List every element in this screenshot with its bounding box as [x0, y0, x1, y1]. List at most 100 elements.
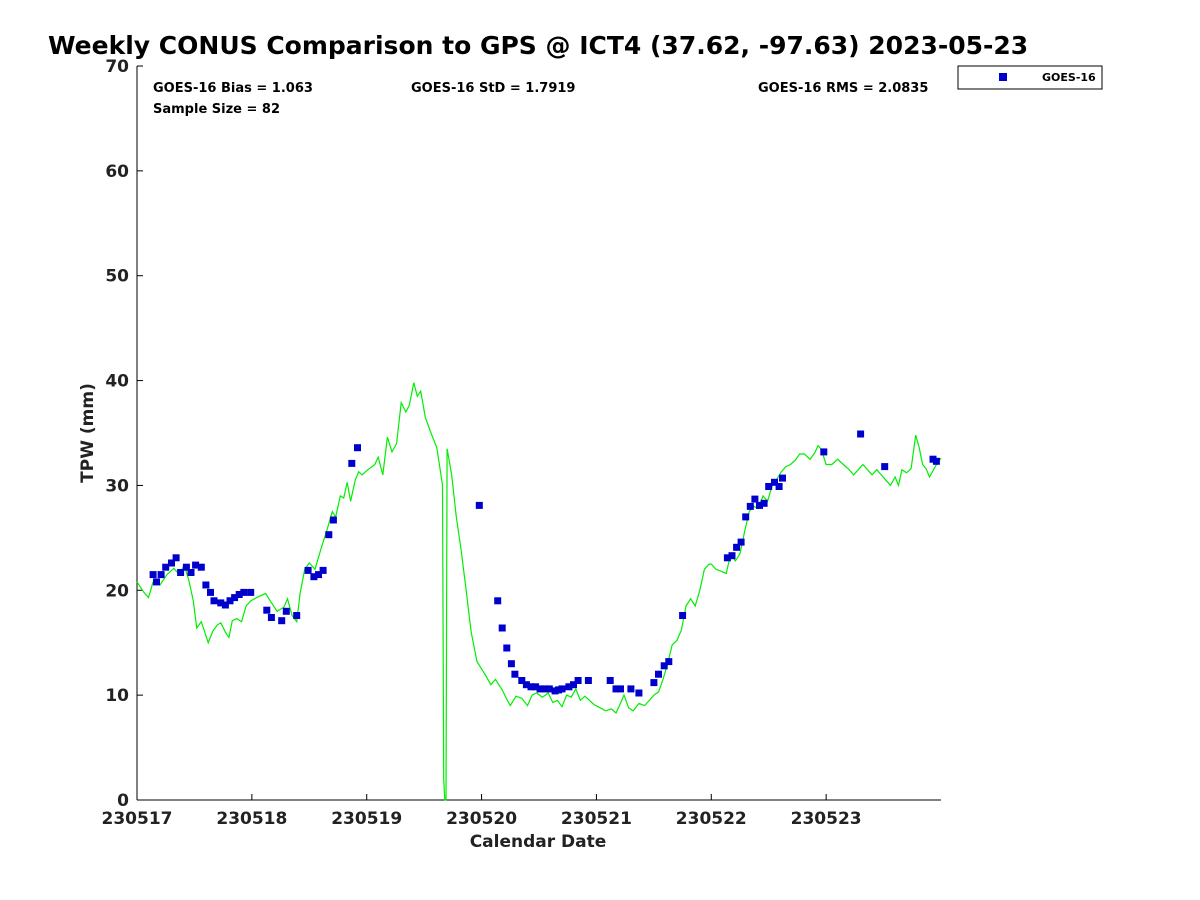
legend: GOES-16 [957, 65, 1103, 90]
goes16-point [329, 516, 337, 524]
goes16-point [149, 571, 157, 579]
goes16-point [226, 597, 234, 605]
goes16-point [162, 563, 170, 571]
goes16-point [606, 677, 614, 684]
x-tick-label: 230522 [676, 809, 747, 829]
goes16-point [679, 612, 687, 619]
goes16-point [293, 612, 301, 619]
y-axis-label: TPW (mm) [78, 383, 98, 483]
goes16-point [746, 502, 754, 510]
goes16-point [304, 566, 312, 574]
y-tick-label: 30 [105, 476, 129, 496]
goes16-point [545, 685, 553, 693]
goes16-point [278, 617, 286, 625]
goes16-point [354, 444, 361, 452]
goes16-point [498, 624, 506, 632]
goes16-point [153, 578, 160, 586]
goes16-point [511, 670, 519, 678]
goes16-point [168, 559, 175, 567]
goes16-point [263, 606, 271, 614]
goes16-point [771, 478, 778, 486]
goes16-point [660, 662, 668, 670]
x-axis-label: Calendar Date [470, 832, 607, 852]
goes16-point [507, 660, 515, 668]
goes16-point [267, 614, 275, 621]
goes16-point [733, 543, 741, 551]
goes16-point [881, 463, 889, 471]
goes16-point [756, 501, 763, 509]
goes16-point [210, 597, 218, 605]
bias-stat: GOES-16 Bias = 1.063 [153, 81, 313, 96]
x-tick-label: 230518 [216, 809, 287, 829]
goes16-scatter-series [149, 430, 940, 697]
y-tick-label: 60 [105, 162, 129, 182]
goes16-point [723, 554, 731, 562]
goes16-point [527, 683, 535, 691]
legend-box [957, 65, 1103, 90]
goes16-point [932, 457, 940, 465]
y-tick-label: 40 [105, 372, 129, 392]
goes16-point [558, 685, 566, 693]
goes16-point [172, 554, 180, 562]
goes16-point [665, 658, 673, 666]
goes16-point [742, 513, 750, 521]
goes16-point [522, 681, 530, 689]
goes16-point [541, 685, 549, 693]
goes16-point [655, 670, 662, 678]
x-tick-label: 230521 [561, 809, 632, 829]
goes16-point [737, 538, 745, 546]
goes16-point [570, 681, 577, 689]
goes16-point [857, 430, 865, 438]
goes16-point [765, 483, 773, 490]
goes16-point [494, 597, 502, 605]
y-ticks: 0 10 20 30 40 50 60 70 [105, 57, 143, 811]
goes16-point [475, 501, 483, 509]
goes16-point [635, 689, 643, 697]
goes16-point [775, 483, 783, 490]
goes16-point [584, 677, 592, 684]
goes16-point [177, 569, 185, 576]
y-tick-label: 10 [105, 686, 129, 706]
y-tick-label: 50 [105, 267, 129, 287]
chart-title: Weekly CONUS Comparison to GPS @ ICT4 (3… [48, 31, 1028, 60]
goes16-point [157, 571, 165, 579]
goes16-point [187, 569, 195, 576]
goes16-point [217, 599, 225, 607]
goes16-point [235, 591, 243, 598]
plot-area: 0 10 20 30 40 50 60 70 230517 230518 230519 230520… [102, 57, 942, 829]
goes16-point [574, 677, 582, 684]
goes16-point [207, 588, 214, 596]
goes16-point [532, 683, 540, 691]
goes16-point [240, 588, 248, 596]
goes16-point [282, 607, 290, 615]
goes16-point [231, 594, 239, 602]
goes16-point [310, 573, 318, 581]
std-stat: GOES-16 StD = 1.7919 [411, 81, 575, 96]
goes16-point [348, 459, 356, 467]
rms-stat: GOES-16 RMS = 2.0835 [758, 81, 928, 96]
goes16-point [779, 474, 786, 482]
y-tick-label: 70 [105, 57, 129, 77]
goes16-point [820, 448, 828, 456]
goes16-point [751, 495, 759, 503]
legend-label-goes16: GOES-16 [1042, 71, 1096, 84]
y-tick-label: 20 [105, 581, 129, 601]
sample-size-stat: Sample Size = 82 [153, 102, 280, 117]
goes16-point [315, 571, 322, 579]
goes16-point [325, 531, 333, 539]
goes16-point [247, 588, 255, 596]
goes16-point [319, 566, 327, 574]
goes16-point [197, 563, 205, 571]
legend-marker-goes16 [999, 73, 1007, 81]
y-tick-label: 0 [117, 791, 129, 811]
goes16-point [565, 683, 573, 691]
x-tick-label: 230519 [331, 809, 402, 829]
gps-line-series [136, 382, 942, 801]
gps-tpw-line [136, 382, 942, 801]
goes16-point [202, 581, 210, 589]
goes16-point [728, 552, 736, 560]
x-ticks: 230517 230518 230519 230520 230521 230522 2305… [102, 794, 862, 829]
x-tick-label: 230523 [791, 809, 862, 829]
x-tick-label: 230517 [102, 809, 173, 829]
